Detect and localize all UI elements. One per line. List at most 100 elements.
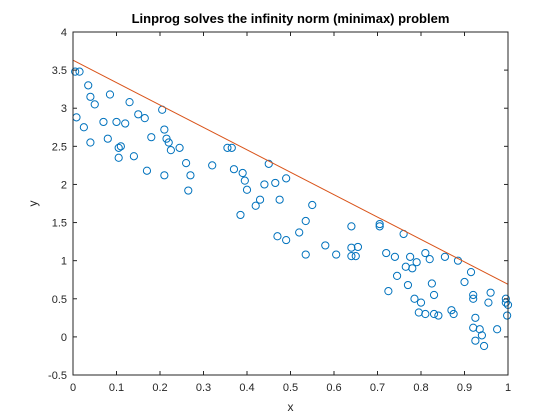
scatter-point [260,180,269,189]
y-tick-label: 2 [61,179,67,191]
scatter-point [429,309,439,319]
y-tick-label: 0.5 [52,294,67,306]
scatter-point [273,232,282,241]
scatter-point [238,168,247,178]
scatter-point [484,298,493,307]
x-tick-label: 0.3 [196,382,211,394]
scatter-point [332,250,341,259]
scatter-point [182,159,191,168]
scatter-point [408,264,417,273]
scatter-point [129,152,138,161]
scatter-point [84,81,93,90]
scatter-point [99,117,108,127]
fit-line [72,59,509,285]
y-tick-label: 1 [61,256,67,268]
scatter-point [449,309,458,319]
x-axis-label: x [288,400,294,414]
scatter-point [147,133,156,142]
scatter-point [384,287,393,296]
scatter-point [347,243,356,252]
scatter-point [90,100,99,109]
chart-title: Linprog solves the infinity norm (minima… [132,11,450,26]
scatter-point [390,252,399,261]
scatter-point [223,143,232,152]
scatter-point [410,294,419,303]
scatter-point [466,268,476,277]
scatter-point [208,161,217,170]
x-tick-label: 0.7 [370,382,385,394]
y-tick-label: 4 [61,27,67,39]
x-tick-label: 0.9 [457,382,472,394]
x-tick-label: 0.1 [109,382,124,394]
scatter-point [477,331,486,340]
scatter-point [471,313,480,322]
y-tick-label: 3.5 [52,65,67,77]
scatter-point [75,67,84,76]
x-tick-label: 0.6 [326,382,341,394]
scatter-point [308,200,317,210]
x-tick-label: 0.4 [239,382,254,394]
scatter-point [125,98,134,107]
scatter-point [121,119,130,128]
scatter-point [229,165,239,174]
scatter-point [434,311,443,320]
scatter-point [471,336,480,345]
x-tick-label: 0.5 [283,382,298,394]
scatter-point [375,222,384,231]
scatter-point [421,248,430,258]
x-tick-label: 0.8 [413,382,428,394]
scatter-point [412,258,421,267]
y-tick-label: 0 [61,332,67,344]
scatter-point [166,146,175,155]
scatter-point [164,138,173,147]
scatter-point [134,110,143,119]
scatter-point [71,67,80,76]
scatter-point [429,290,439,300]
scatter-point [112,117,121,127]
scatter-point [282,235,291,245]
scatter-point [427,279,436,288]
scatter-point [416,298,426,307]
scatter-point [240,176,249,185]
scatter-point [116,142,125,151]
scatter-point [103,134,112,143]
scatter-point [425,255,434,264]
scatter-point [392,271,402,281]
scatter-point [140,114,149,123]
scatter-point [301,250,310,259]
scatter-point [227,143,236,152]
scatter-point [503,311,512,320]
scatter-point [351,251,360,261]
y-tick-label: 3 [61,103,67,115]
scatter-point [271,178,280,188]
scatter-point [114,143,123,152]
scatter-point [79,123,88,132]
x-tick-label: 0.2 [152,382,167,394]
scatter-point [403,280,413,290]
scatter-point [347,222,356,231]
scatter-point [469,290,478,300]
scatter-point [301,216,310,226]
scatter-point [186,171,195,180]
scatter-point [160,171,169,180]
scatter-point [86,92,95,101]
scatter-point [242,185,252,194]
scatter-point [282,174,291,183]
scatter-point [469,294,478,303]
scatter-point [479,341,489,351]
scatter-point [264,159,273,168]
scatter-point [353,242,363,252]
x-tick-label: 0 [70,382,76,394]
plot-area [73,32,508,375]
y-tick-label: 2.5 [52,141,67,153]
scatter-point [375,219,384,229]
scatter-point [160,125,169,134]
scatter-point [460,277,469,287]
y-tick-label: -0.5 [48,370,67,382]
scatter-point [236,210,245,220]
scatter-point [105,90,115,99]
scatter-point [295,228,304,237]
scatter-point [347,251,356,261]
scatter-point [86,138,95,147]
